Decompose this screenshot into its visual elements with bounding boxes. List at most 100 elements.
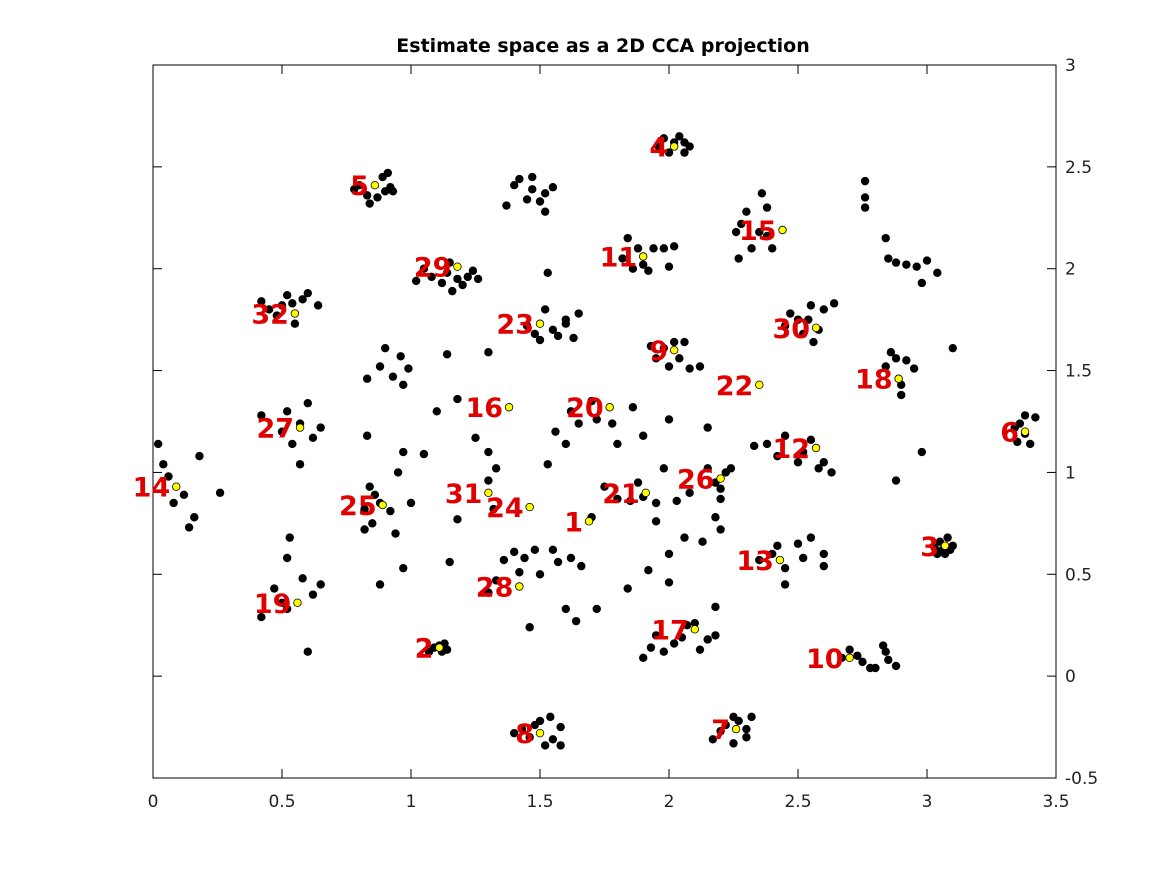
estimate-point xyxy=(762,231,772,241)
estimate-point xyxy=(623,233,632,243)
cluster-label: 12 xyxy=(772,434,810,465)
estimate-point xyxy=(618,254,627,263)
estimate-point xyxy=(742,207,751,216)
estimate-point xyxy=(388,372,398,381)
estimate-point xyxy=(819,305,828,314)
estimate-point xyxy=(484,476,493,485)
estimate-point xyxy=(442,645,452,654)
estimate-point xyxy=(419,449,429,459)
estimate-point xyxy=(290,319,300,328)
estimate-point xyxy=(845,645,854,654)
estimate-point xyxy=(453,394,462,404)
estimate-point xyxy=(510,728,519,738)
cluster-center-point xyxy=(775,555,785,565)
estimate-point xyxy=(649,244,658,253)
estimate-point xyxy=(734,254,743,263)
estimate-point xyxy=(680,533,689,542)
estimate-point xyxy=(651,631,661,640)
estimate-point xyxy=(1031,413,1040,422)
estimate-point xyxy=(548,325,558,335)
cluster-label: 23 xyxy=(496,310,534,341)
estimate-point xyxy=(664,148,674,157)
estimate-point xyxy=(948,343,957,353)
estimate-point xyxy=(793,315,803,324)
estimate-point xyxy=(592,415,601,424)
estimate-point xyxy=(515,568,524,577)
cluster-label: 16 xyxy=(465,393,503,424)
estimate-point xyxy=(184,523,194,532)
estimate-point xyxy=(453,274,462,284)
estimate-point xyxy=(721,720,730,730)
cluster-center-point xyxy=(811,443,821,453)
cluster-label: 17 xyxy=(651,615,689,646)
estimate-point xyxy=(553,331,563,341)
estimate-point xyxy=(285,533,294,542)
estimate-point xyxy=(308,433,318,442)
estimate-point xyxy=(711,631,720,640)
estimate-point xyxy=(489,504,498,514)
estimate-point xyxy=(530,545,540,555)
cluster-center-point xyxy=(484,488,493,497)
estimate-point xyxy=(316,423,325,432)
estimate-point xyxy=(473,274,483,284)
cluster-label: 30 xyxy=(772,314,810,345)
estimate-point xyxy=(525,623,534,632)
y-tick-label: 0 xyxy=(1065,667,1076,687)
estimate-point xyxy=(277,301,287,310)
cluster-label: 27 xyxy=(256,414,294,445)
cluster-center-point xyxy=(690,625,699,634)
estimate-point xyxy=(716,726,725,736)
cluster-center-point xyxy=(172,482,181,491)
estimate-point xyxy=(574,419,583,428)
estimate-point xyxy=(303,647,312,656)
estimate-point xyxy=(819,561,828,571)
estimate-point xyxy=(646,643,656,652)
estimate-point xyxy=(448,286,457,296)
y-tick-label: -0.5 xyxy=(1065,769,1098,789)
estimate-point xyxy=(463,272,472,282)
cluster-labels: 1234567891011121314151617181920212223242… xyxy=(133,132,1019,750)
cluster-label: 25 xyxy=(339,491,377,522)
estimate-point xyxy=(798,447,808,457)
estimate-point xyxy=(639,653,648,663)
estimate-point xyxy=(1010,423,1019,432)
estimate-point xyxy=(574,309,583,318)
cluster-center-point xyxy=(716,474,725,483)
estimate-point xyxy=(695,362,705,371)
estimate-point xyxy=(164,472,173,481)
estimate-point xyxy=(288,299,297,308)
estimate-point xyxy=(798,553,808,563)
axis-ticks: 0 0.5 1 1.5 2 2.5 3 3.5 0 0.5 1 1.5 2 2.5 3 -0.5 xyxy=(148,56,1099,812)
estimate-point xyxy=(755,555,764,565)
estimate-point xyxy=(282,553,292,563)
cluster-center-point xyxy=(435,643,444,652)
estimate-point xyxy=(445,557,454,567)
estimate-point xyxy=(362,374,372,383)
estimate-point xyxy=(644,566,653,575)
estimate-point xyxy=(933,268,942,277)
estimate-point xyxy=(675,354,684,363)
estimate-point xyxy=(768,244,777,253)
estimate-point xyxy=(664,262,674,271)
estimate-point xyxy=(659,464,669,473)
y-tick-label: 3 xyxy=(1065,56,1076,76)
cluster-center-point xyxy=(755,380,764,390)
cluster-center-point xyxy=(535,728,545,738)
estimate-point xyxy=(677,633,687,642)
estimate-point xyxy=(553,557,563,567)
estimate-point xyxy=(528,185,537,194)
estimate-point xyxy=(548,545,558,555)
estimate-point xyxy=(703,635,712,644)
estimate-point xyxy=(917,447,927,457)
estimate-point xyxy=(577,561,586,571)
cluster-label: 3 xyxy=(920,532,939,563)
estimate-point xyxy=(943,533,952,542)
estimate-point xyxy=(711,602,720,612)
cluster-center-point xyxy=(669,346,679,355)
cluster-center-point xyxy=(504,403,514,412)
estimate-point xyxy=(375,580,385,589)
estimate-point xyxy=(525,733,534,742)
estimate-point xyxy=(427,272,436,282)
estimate-points xyxy=(153,132,1040,750)
estimate-point xyxy=(711,513,720,522)
